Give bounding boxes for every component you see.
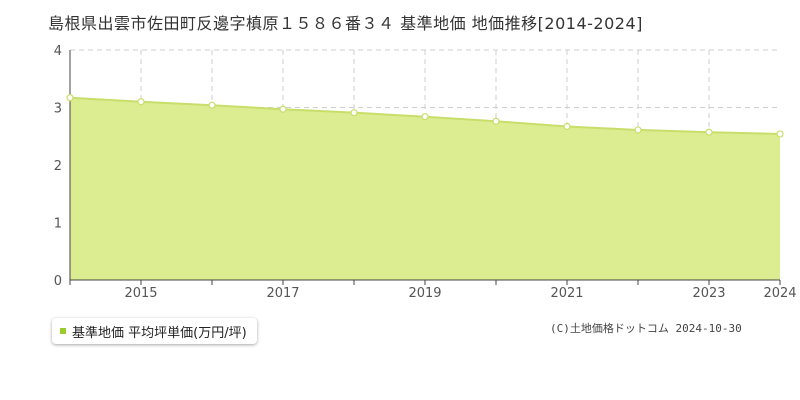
- legend-marker-icon: [60, 328, 66, 334]
- data-point: [705, 128, 713, 136]
- data-point: [492, 117, 500, 125]
- data-point: [279, 105, 287, 113]
- y-tick-label: 0: [54, 274, 62, 289]
- axes: [69, 50, 781, 285]
- x-tick-label: 2023: [692, 286, 725, 301]
- data-point: [563, 122, 571, 131]
- page-title: 島根県出雲市佐田町反邊字槙原１５８６番３４ 基準地価 地価推移[2014-202…: [48, 14, 643, 33]
- data-point: [776, 130, 784, 138]
- x-tick-label: 2019: [408, 286, 441, 301]
- legend: 基準地価 平均坪単価(万円/坪): [52, 318, 257, 344]
- data-point: [137, 98, 145, 106]
- tick-labels: 0 1 2 3 4 2015 2017 2019 2021 2023 2024: [54, 44, 797, 301]
- y-tick-label: 1: [54, 217, 62, 232]
- copyright: (C)土地価格ドットコム 2024-10-30: [550, 322, 742, 335]
- x-tick-label: 2024: [763, 286, 796, 301]
- y-tick-label: 2: [54, 159, 62, 174]
- data-point: [421, 113, 429, 121]
- legend-label: 基準地価 平均坪単価(万円/坪): [72, 325, 247, 341]
- data-point: [634, 126, 642, 134]
- x-tick-label: 2015: [124, 286, 157, 301]
- x-tick-label: 2021: [550, 286, 583, 301]
- data-point: [350, 109, 358, 117]
- x-tick-label: 2017: [266, 286, 299, 301]
- data-point: [208, 101, 216, 109]
- series-area: [70, 97, 780, 280]
- data-points: [66, 94, 784, 138]
- data-point: [66, 94, 74, 102]
- y-tick-label: 3: [54, 102, 62, 117]
- y-tick-label: 4: [54, 44, 62, 59]
